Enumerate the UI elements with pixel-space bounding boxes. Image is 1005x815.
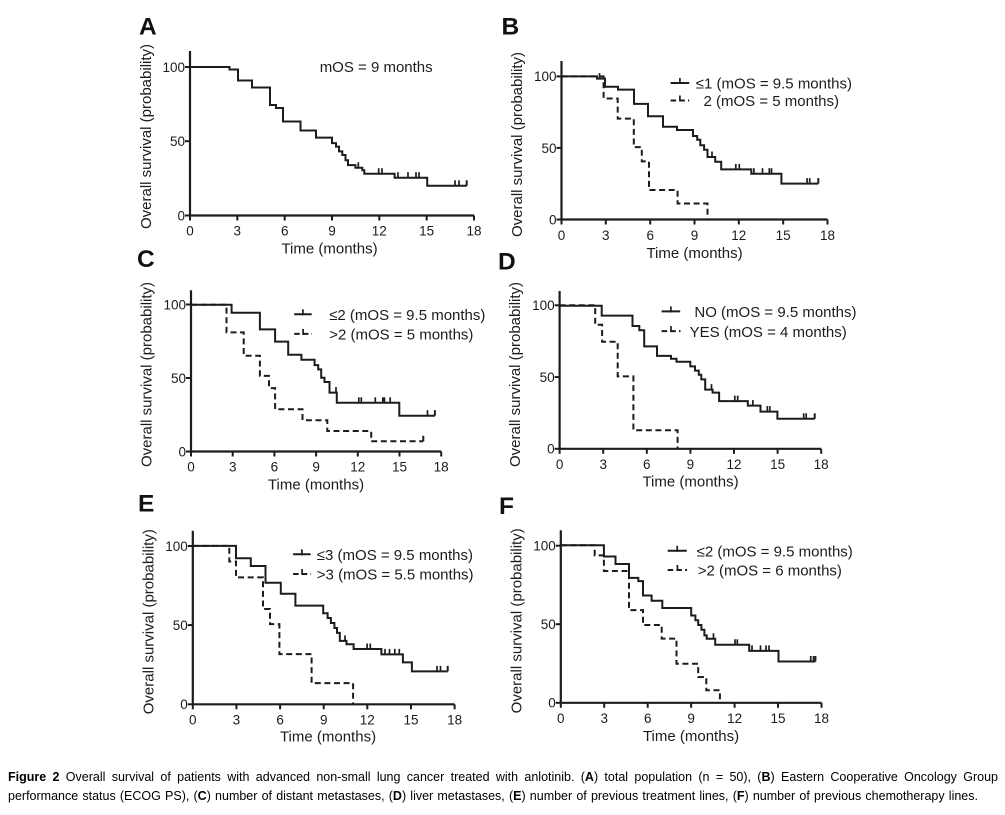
svg-text:18: 18 [434, 460, 449, 475]
svg-text:Time (months): Time (months) [642, 474, 738, 491]
svg-text:9: 9 [320, 712, 328, 727]
svg-text:3: 3 [599, 457, 607, 472]
svg-text:>3 (mOS = 5.5 months): >3 (mOS = 5.5 months) [317, 567, 474, 584]
svg-text:50: 50 [173, 618, 188, 633]
svg-text:18: 18 [814, 711, 829, 726]
svg-text:0: 0 [549, 212, 557, 227]
svg-text:2 (mOS = 5 months): 2 (mOS = 5 months) [704, 93, 839, 110]
svg-text:50: 50 [541, 141, 556, 156]
svg-text:>2 (mOS = 6 months): >2 (mOS = 6 months) [698, 563, 842, 580]
svg-text:D: D [498, 248, 516, 275]
svg-text:0: 0 [556, 457, 564, 472]
svg-text:12: 12 [731, 228, 746, 243]
svg-text:0: 0 [180, 697, 188, 712]
svg-text:15: 15 [392, 460, 407, 475]
svg-text:NO (mOS = 9.5 months): NO (mOS = 9.5 months) [694, 304, 856, 321]
svg-text:3: 3 [234, 224, 242, 239]
svg-text:100: 100 [534, 69, 557, 84]
svg-text:9: 9 [312, 460, 320, 475]
svg-text:Overall survival (probability): Overall survival (probability) [140, 529, 157, 714]
svg-text:9: 9 [687, 457, 695, 472]
svg-text:3: 3 [602, 228, 610, 243]
svg-text:50: 50 [541, 617, 556, 632]
svg-text:15: 15 [776, 228, 791, 243]
svg-text:15: 15 [403, 712, 418, 727]
svg-text:12: 12 [372, 224, 387, 239]
svg-text:mOS = 9 months: mOS = 9 months [320, 59, 433, 76]
svg-text:18: 18 [447, 712, 462, 727]
svg-text:B: B [502, 13, 520, 40]
svg-text:6: 6 [271, 460, 279, 475]
svg-text:0: 0 [548, 696, 556, 711]
svg-text:9: 9 [691, 228, 699, 243]
svg-text:Time (months): Time (months) [643, 728, 739, 745]
svg-text:0: 0 [187, 460, 195, 475]
svg-text:0: 0 [186, 224, 194, 239]
svg-text:50: 50 [171, 371, 186, 386]
svg-text:6: 6 [281, 224, 289, 239]
svg-text:100: 100 [163, 297, 186, 312]
svg-text:12: 12 [350, 460, 365, 475]
svg-text:Time (months): Time (months) [646, 245, 742, 262]
svg-text:100: 100 [165, 539, 188, 554]
svg-text:100: 100 [162, 60, 185, 75]
svg-text:Overall survival (probability): Overall survival (probability) [509, 52, 526, 237]
svg-text:6: 6 [643, 457, 651, 472]
svg-text:15: 15 [419, 224, 434, 239]
svg-text:YES (mOS = 4 months): YES (mOS = 4 months) [690, 324, 847, 341]
svg-text:≤2 (mOS = 9.5 months): ≤2 (mOS = 9.5 months) [329, 307, 485, 324]
svg-text:E: E [138, 491, 154, 518]
svg-text:0: 0 [557, 711, 565, 726]
svg-text:6: 6 [644, 711, 652, 726]
svg-text:A: A [139, 14, 157, 41]
svg-text:15: 15 [770, 457, 785, 472]
svg-text:12: 12 [360, 712, 375, 727]
svg-text:18: 18 [814, 457, 829, 472]
svg-text:12: 12 [726, 457, 741, 472]
svg-text:50: 50 [540, 370, 555, 385]
svg-text:≤3 (mOS = 9.5 months): ≤3 (mOS = 9.5 months) [317, 547, 473, 564]
svg-text:15: 15 [770, 711, 785, 726]
svg-text:Time (months): Time (months) [268, 477, 364, 494]
svg-text:12: 12 [727, 711, 742, 726]
svg-text:0: 0 [558, 228, 566, 243]
svg-text:9: 9 [687, 711, 695, 726]
svg-text:0: 0 [547, 442, 555, 457]
svg-text:>2 (mOS = 5 months): >2 (mOS = 5 months) [329, 327, 473, 344]
svg-text:6: 6 [646, 228, 654, 243]
svg-text:≤2 (mOS = 9.5 months): ≤2 (mOS = 9.5 months) [697, 544, 853, 561]
svg-text:100: 100 [532, 298, 555, 313]
svg-text:C: C [137, 246, 155, 273]
svg-text:3: 3 [600, 711, 608, 726]
svg-text:0: 0 [178, 444, 186, 459]
svg-text:Overall survival (probability): Overall survival (probability) [139, 282, 156, 467]
svg-text:3: 3 [229, 460, 237, 475]
svg-text:100: 100 [533, 539, 556, 554]
svg-text:Time (months): Time (months) [280, 728, 376, 745]
svg-text:Overall survival (probability): Overall survival (probability) [508, 528, 525, 713]
svg-text:0: 0 [177, 208, 185, 223]
svg-text:0: 0 [189, 712, 197, 727]
svg-text:Overall survival (probability): Overall survival (probability) [138, 44, 155, 229]
svg-text:Time (months): Time (months) [281, 241, 377, 258]
svg-text:6: 6 [276, 712, 284, 727]
svg-text:18: 18 [466, 224, 481, 239]
svg-text:9: 9 [328, 224, 336, 239]
svg-text:Overall survival (probability): Overall survival (probability) [507, 282, 524, 467]
svg-text:18: 18 [820, 228, 835, 243]
svg-text:3: 3 [233, 712, 241, 727]
svg-text:50: 50 [170, 134, 185, 149]
svg-text:≤1 (mOS = 9.5 months): ≤1 (mOS = 9.5 months) [696, 76, 852, 93]
svg-text:F: F [499, 493, 514, 520]
